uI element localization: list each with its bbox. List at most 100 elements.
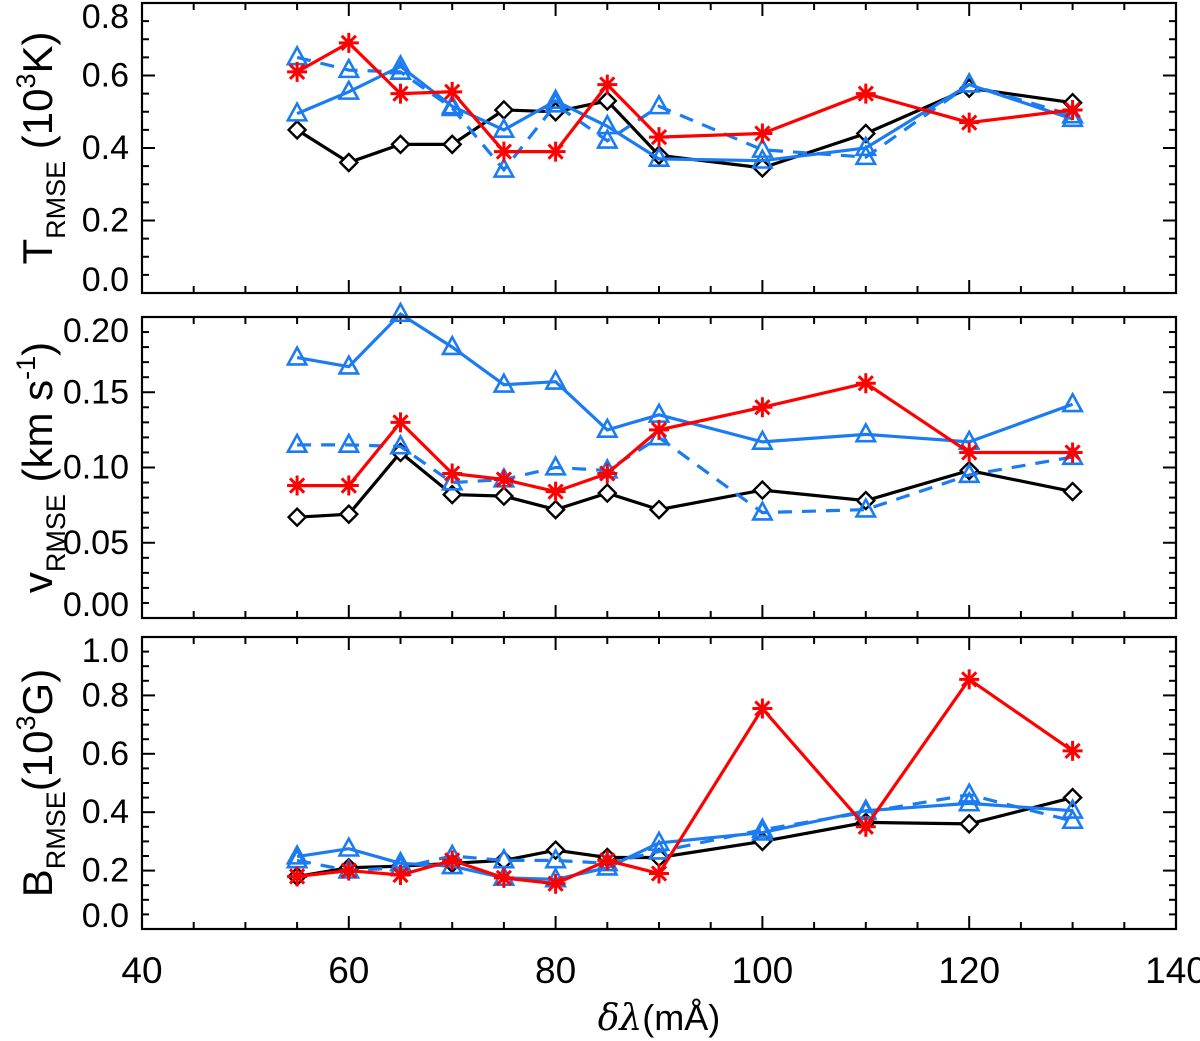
triangle-marker — [389, 433, 412, 455]
asterisk-marker — [338, 860, 359, 881]
triangle-marker — [285, 432, 309, 454]
x-tick-label: 60 — [328, 950, 369, 991]
x-tick-label: 100 — [732, 950, 794, 991]
x-axis-title: δλ(mÅ) — [598, 997, 720, 1039]
diamond-marker — [855, 123, 876, 144]
triangle-marker — [1061, 106, 1084, 128]
asterisk-marker — [545, 873, 566, 894]
asterisk-marker — [545, 141, 566, 162]
triangle-marker — [544, 847, 567, 869]
asterisk-marker — [649, 863, 669, 884]
series-red-asterisk-solid — [287, 669, 1083, 894]
series-line — [297, 435, 1073, 515]
triangle-marker — [854, 496, 878, 518]
triangle-marker — [337, 835, 361, 857]
triangle-marker — [854, 421, 878, 443]
y-tick-label: 0.15 — [63, 373, 129, 411]
asterisk-marker — [287, 475, 308, 496]
asterisk-marker — [493, 141, 514, 162]
asterisk-marker — [442, 850, 463, 871]
y-tick-label: 0.4 — [82, 793, 129, 831]
series-line — [296, 801, 1073, 882]
triangle-marker — [957, 781, 981, 803]
panel-B-RMSE: 0.0 0.2 0.4 0.6 0.8 1.0 BRMSE(103G) 40 60 80 100 12… — [11, 632, 1200, 1039]
series-line — [297, 381, 1073, 494]
triangle-marker — [544, 88, 567, 109]
triangle-marker — [337, 432, 361, 454]
triangle-marker — [751, 147, 774, 169]
triangle-marker — [1061, 808, 1084, 830]
asterisk-marker — [442, 81, 463, 102]
series-red-asterisk-solid — [287, 32, 1083, 162]
triangle-marker — [285, 843, 309, 865]
y-tick-label: 1.0 — [82, 632, 129, 670]
asterisk-marker — [597, 74, 618, 95]
asterisk-marker — [287, 61, 308, 82]
triangle-marker — [440, 334, 464, 356]
asterisk-marker — [390, 864, 411, 885]
triangle-marker — [544, 369, 567, 390]
triangle-marker — [337, 353, 361, 375]
diamond-marker — [390, 134, 411, 155]
y-tick-label: 0.4 — [82, 129, 129, 167]
triangle-marker — [337, 79, 361, 100]
series-red-asterisk-solid — [287, 373, 1083, 502]
series-line — [296, 311, 1074, 444]
asterisk-marker — [959, 442, 980, 463]
panel-frame — [140, 1, 1178, 295]
diamond-marker — [286, 119, 308, 141]
triangle-marker — [440, 469, 464, 491]
triangle-marker — [389, 59, 412, 80]
triangle-marker — [647, 146, 671, 167]
y-tick-label: 0.2 — [82, 852, 129, 890]
y-tick-labels: 0.0 0.2 0.4 0.6 0.8 — [82, 0, 129, 299]
axis-ticks — [141, 2, 1177, 294]
triangle-marker — [595, 128, 619, 149]
diamond-marker — [752, 479, 773, 501]
y-tick-label: 0.20 — [63, 312, 129, 350]
asterisk-marker — [959, 669, 980, 690]
triangle-marker — [595, 417, 619, 438]
asterisk-marker — [1062, 740, 1083, 761]
triangle-marker — [647, 830, 671, 851]
asterisk-marker — [493, 469, 514, 490]
diamond-marker — [338, 503, 359, 525]
triangle-marker — [854, 144, 878, 166]
triangle-marker — [1061, 798, 1084, 819]
asterisk-marker — [597, 850, 618, 871]
asterisk-marker — [1062, 99, 1083, 120]
triangle-marker — [440, 95, 464, 117]
triangle-marker — [957, 71, 981, 93]
x-tick-label: 40 — [121, 950, 162, 991]
asterisk-marker — [597, 463, 618, 484]
y-axis-title-v-RMSE: vRMSE (km s-1) — [11, 342, 71, 593]
asterisk-marker — [855, 83, 876, 104]
panel-T-RMSE: 0.0 0.2 0.4 0.6 0.8 TRMSE (103K) — [11, 0, 1178, 299]
triangle-marker — [751, 499, 774, 521]
x-tick-label: 80 — [535, 950, 576, 991]
asterisk-marker — [1062, 442, 1083, 463]
asterisk-marker — [493, 867, 514, 888]
panel-frame — [140, 635, 1178, 931]
y-tick-label: 0.8 — [82, 676, 129, 714]
diamond-marker — [1062, 481, 1083, 502]
triangle-marker — [751, 429, 774, 451]
triangle-marker — [751, 817, 774, 838]
diamond-marker — [597, 482, 618, 504]
triangle-marker — [492, 117, 516, 138]
diamond-marker — [493, 99, 515, 121]
triangle-marker — [492, 847, 516, 869]
asterisk-marker — [287, 866, 308, 887]
asterisk-marker — [855, 816, 876, 837]
series-line — [297, 450, 1073, 519]
triangle-marker — [647, 838, 671, 860]
series-line — [296, 86, 1073, 170]
y-axis-title-T-RMSE: TRMSE (103K) — [11, 31, 71, 264]
diamond-marker — [959, 813, 980, 835]
triangle-marker — [647, 93, 671, 115]
y-tick-label: 0.10 — [63, 449, 129, 487]
asterisk-marker — [390, 412, 411, 433]
